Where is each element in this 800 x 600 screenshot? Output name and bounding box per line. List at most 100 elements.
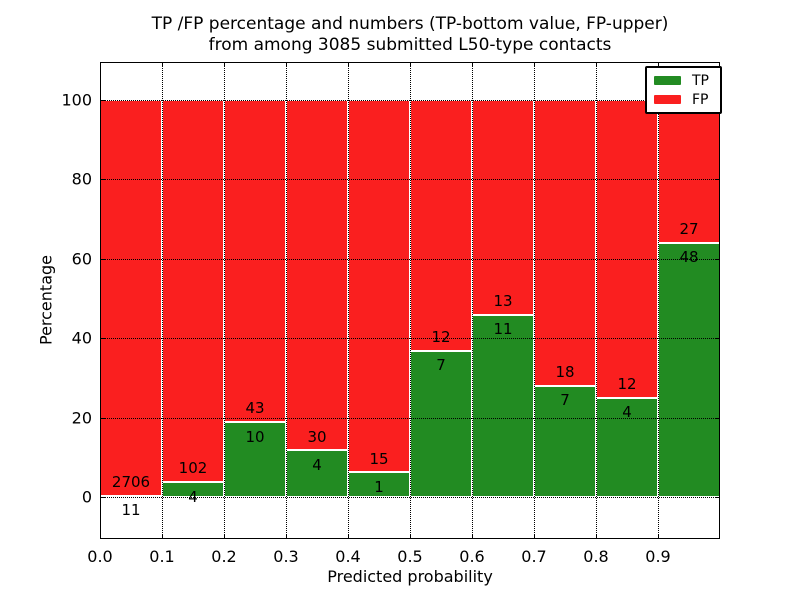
x-tick-top [286, 62, 287, 67]
x-tick [224, 534, 225, 539]
tp-count-label: 1 [374, 477, 384, 496]
fp-count-label: 43 [245, 399, 265, 418]
fp-count-label: 102 [178, 459, 208, 478]
y-tick-label: 0 [81, 487, 92, 507]
tp-count-label: 4 [188, 487, 198, 506]
bar-fp-segment [534, 99, 596, 386]
x-tick-label: 0.9 [645, 547, 671, 566]
y-tick [100, 179, 105, 181]
y-tick [100, 258, 105, 260]
fp-count-label: 30 [307, 427, 327, 446]
legend-item-fp: FP [654, 90, 720, 109]
fp-count-label: 12 [617, 374, 637, 393]
grid-vline [534, 62, 535, 539]
legend: TP FP [645, 66, 722, 114]
fp-count-label: 2706 [111, 472, 151, 491]
y-tick-right [715, 258, 720, 260]
bar-fp-segment [286, 99, 348, 451]
grid-hline [100, 497, 720, 499]
tp-count-label: 11 [493, 320, 513, 339]
bar-tp-segment [596, 397, 658, 498]
x-tick-top [348, 62, 349, 67]
bar-fp-segment [596, 99, 658, 398]
tp-count-label: 7 [436, 356, 446, 375]
x-tick [100, 534, 101, 539]
x-tick-label: 0.4 [335, 547, 361, 566]
bar-fp-segment [162, 99, 224, 483]
tp-color-swatch [654, 76, 681, 85]
grid-vline [224, 62, 225, 539]
chart-title-line2: from among 3085 submitted L50-type conta… [208, 35, 612, 55]
x-tick [286, 534, 287, 539]
grid-hline [100, 417, 720, 419]
fp-count-label: 18 [555, 363, 575, 382]
x-tick [162, 534, 163, 539]
bar-tp-segment [472, 315, 534, 498]
bar-fp-segment [348, 99, 410, 473]
tp-count-label: 10 [245, 427, 265, 446]
bar-fp-segment [224, 99, 286, 423]
grid-hline [100, 99, 720, 101]
tp-count-label: 48 [679, 248, 699, 267]
fp-color-swatch [654, 95, 681, 104]
tp-count-label: 7 [560, 391, 570, 410]
fp-count-label: 27 [679, 219, 699, 238]
y-tick-right [715, 338, 720, 340]
x-tick-top [472, 62, 473, 67]
bar-fp-segment [100, 99, 162, 496]
x-tick-top [658, 62, 659, 67]
x-axis-label: Predicted probability [327, 567, 493, 586]
bar-tp-segment [286, 450, 348, 498]
y-tick [100, 417, 105, 419]
y-tick-label: 80 [71, 169, 92, 189]
x-tick-top [100, 62, 101, 67]
x-tick-top [534, 62, 535, 67]
plot-area: 2706 11 102 4 43 10 30 4 15 1 12 7 13 11 18 7 12 4 27 48 [100, 62, 720, 539]
x-tick [596, 534, 597, 539]
x-tick [410, 534, 411, 539]
legend-label-fp: FP [692, 91, 709, 108]
x-tick-label: 0.0 [87, 547, 113, 566]
grid-vline [286, 62, 287, 539]
chart-title-line1: TP /FP percentage and numbers (TP-bottom… [151, 14, 669, 34]
fp-count-label: 12 [431, 327, 451, 346]
grid-vline [596, 62, 597, 539]
x-tick [658, 534, 659, 539]
chart-title: TP /FP percentage and numbers (TP-bottom… [100, 14, 720, 56]
y-tick-right [715, 417, 720, 419]
x-tick-label: 0.8 [583, 547, 609, 566]
fp-count-label: 15 [369, 449, 389, 468]
y-tick-label: 100 [61, 90, 92, 110]
y-tick-right [715, 179, 720, 181]
y-tick-right [715, 497, 720, 499]
y-tick [100, 338, 105, 340]
x-tick-label: 0.2 [211, 547, 237, 566]
grid-vline [162, 62, 163, 539]
x-tick-label: 0.6 [459, 547, 485, 566]
x-tick [534, 534, 535, 539]
x-tick [348, 534, 349, 539]
bar-tp-segment [534, 385, 596, 498]
x-tick-top [596, 62, 597, 67]
bar-fp-segment [472, 99, 534, 316]
legend-item-tp: TP [654, 71, 720, 90]
x-tick-label: 0.7 [521, 547, 547, 566]
bar-tp-segment [348, 472, 410, 498]
y-tick [100, 99, 105, 101]
grid-hline [100, 258, 720, 260]
x-tick-top [224, 62, 225, 67]
bar-fp-segment [658, 99, 720, 243]
x-tick-label: 0.5 [397, 547, 423, 566]
bar-tp-segment [658, 242, 720, 498]
grid-hline [100, 338, 720, 340]
legend-label-tp: TP [692, 72, 709, 89]
y-tick-label: 60 [71, 249, 92, 269]
bar-fp-segment [410, 99, 472, 351]
grid-vline [472, 62, 473, 539]
x-tick [472, 534, 473, 539]
fp-count-label: 13 [493, 292, 513, 311]
grid-hline [100, 179, 720, 181]
x-tick-top [410, 62, 411, 67]
x-tick-top [162, 62, 163, 67]
